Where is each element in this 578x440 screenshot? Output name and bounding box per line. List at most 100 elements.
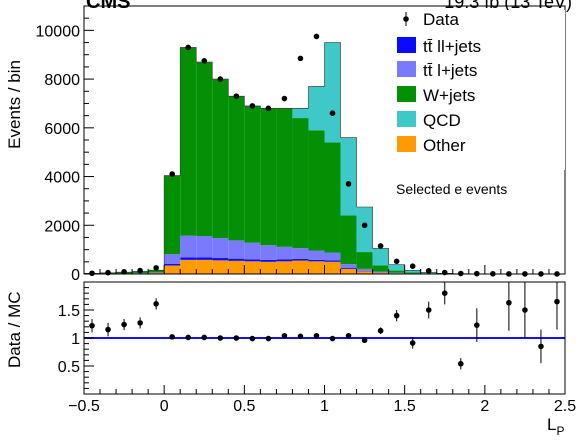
ratio-point-4 [153,301,159,307]
bar-other-bin-7 [196,259,213,274]
bar-ttbar_l-bin-12 [276,246,293,260]
legend-entry-wjets: W+jets [397,86,475,105]
bar-ttbar_ll-bin-7 [196,257,213,260]
stacked-bars [83,42,566,275]
bar-other-bin-6 [180,259,197,274]
data-point-1 [105,269,111,276]
bar-other-bin-5 [164,265,181,274]
ratio-y-tick-label-0: 0.5 [58,359,80,376]
ratio-y-tick-label-2: 1.5 [58,303,80,320]
ratio-point-20 [409,340,416,346]
bar-ttbar_ll-bin-6 [180,257,197,260]
bar-ttbar_l-bin-16 [340,264,357,269]
bar-ttbar_l-bin-6 [180,235,197,258]
data-point-2 [121,269,127,275]
legend-label-other: Other [423,136,466,155]
legend-swatch-ttbar-l [397,61,416,77]
x-axis-label-main: L [547,415,556,434]
bar-wjets-bin-19 [388,270,405,273]
data-points [89,33,560,277]
bar-wjets-bin-12 [276,108,293,247]
ratio-point-16 [345,332,352,339]
ratio-point-1 [105,326,111,333]
bar-other-bin-14 [308,261,325,274]
bar-qcd-bin-13 [292,108,309,119]
bar-other-bin-17 [356,271,373,274]
ratio-point-7 [201,334,208,341]
bar-ttbar_ll-bin-10 [244,259,261,262]
ratio-point-6 [185,334,192,341]
main-y-tick-label-2: 4000 [44,170,80,187]
ratio-point-9 [233,335,240,341]
bar-wjets-bin-17 [356,252,373,269]
legend-entry-qcd: QCD [397,111,461,130]
ratio-point-19 [393,312,400,319]
ratio-panel: 0.5 1 1.5 −0.5 0 0.5 1 1.5 2 2.5 Data / MC LP [5,281,576,438]
data-point-4 [153,265,159,271]
legend-label-wjets: W+jets [423,86,475,105]
ratio-point-13 [297,333,304,340]
bar-ttbar_ll-bin-14 [308,259,325,262]
bar-ttbar_ll-bin-12 [276,259,293,262]
bar-wjets-bin-10 [244,105,261,243]
ratio-point-23 [457,360,464,367]
bar-wjets-bin-6 [180,47,197,236]
legend: Data tt̄ ll+jets tt̄ l+jets W+jets QCD O… [395,10,565,170]
data-point-6 [185,44,192,51]
selection-annotation: Selected e events [396,181,507,197]
ratio-point-22 [441,290,448,297]
bar-ttbar_l-bin-8 [212,238,229,259]
data-point-9 [233,93,240,99]
bar-wjets-bin-18 [372,265,389,272]
data-point-16 [345,181,352,187]
data-point-3 [137,267,143,274]
main-y-tick-label-1: 2000 [44,218,80,235]
bar-ttbar_ll-bin-5 [164,264,181,266]
bar-wjets-bin-9 [228,96,245,241]
bar-other-bin-11 [260,261,277,274]
bar-other-bin-13 [292,260,309,274]
ratio-point-26 [522,307,528,313]
legend-swatch-other [397,136,416,152]
bar-ttbar_l-bin-14 [308,250,325,260]
bar-qcd-bin-17 [356,207,373,253]
x-tick-label-4: 1.5 [394,398,416,415]
bar-ttbar_l-bin-11 [260,245,277,260]
x-tick-label-5: 2 [480,398,489,415]
bar-wjets-bin-11 [260,108,277,246]
ratio-point-27 [538,343,544,350]
data-point-18 [377,243,384,249]
bar-other-bin-9 [228,260,245,274]
data-point-15 [329,110,336,116]
x-tick-label-0: −0.5 [68,398,100,415]
bar-wjets-bin-16 [340,215,357,265]
legend-entry-ttbar-ll: tt̄ ll+jets [397,37,481,56]
bar-qcd-bin-20 [404,270,421,273]
main-histogram-panel: 0 2000 4000 6000 8000 10000 Events / bin Sele… [5,5,566,284]
bar-ttbar_ll-bin-13 [292,258,309,261]
bar-ttbar_l-bin-18 [372,271,389,273]
data-point-5 [169,171,175,177]
data-point-14 [313,33,320,40]
bar-ttbar_ll-bin-15 [324,260,341,262]
main-y-axis-label: Events / bin [5,60,24,149]
legend-swatch-ttbar-ll [397,37,416,53]
x-tick-label-3: 1 [320,398,329,415]
bar-ttbar_l-bin-9 [228,240,245,259]
ratio-point-17 [361,337,368,344]
ratio-point-15 [329,335,336,342]
ratio-points [89,282,560,370]
legend-swatch-wjets [397,86,416,102]
x-tick-label-2: 0.5 [233,398,255,415]
data-point-21 [425,268,432,274]
legend-label-qcd: QCD [423,111,461,130]
bar-other-bin-8 [212,260,229,274]
bar-wjets-bin-15 [324,142,341,253]
x-axis-label: LP [547,415,564,438]
bar-wjets-bin-13 [292,118,309,249]
bar-wjets-bin-7 [196,62,213,236]
main-y-tick-label-5: 10000 [36,23,81,40]
bar-qcd-bin-16 [340,137,357,216]
x-tick-label-1: 0 [160,398,169,415]
legend-label-data: Data [423,10,459,29]
